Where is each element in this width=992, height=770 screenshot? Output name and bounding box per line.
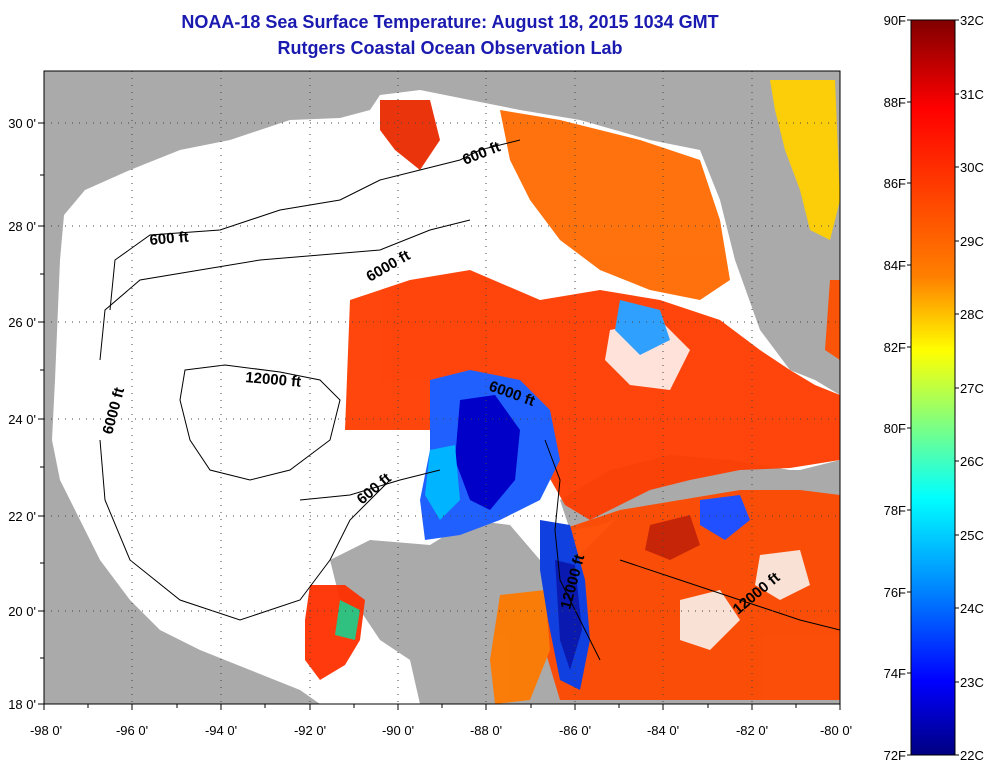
lon-label: -80 0' — [820, 723, 852, 738]
lon-label: -90 0' — [382, 723, 414, 738]
map-grid — [44, 71, 840, 704]
colorbar-gradient — [910, 19, 956, 756]
lat-label: 30 0' — [8, 116, 36, 131]
lat-label: 22 0' — [8, 509, 36, 524]
lat-label: 26 0' — [8, 315, 36, 330]
contour-label: 600 ft — [149, 229, 190, 249]
colorbar-c-label: 30C — [960, 160, 984, 175]
colorbar-f-label: 74F — [884, 666, 906, 681]
colorbar-c-label: 22C — [960, 748, 984, 763]
colorbar-c-label: 27C — [960, 381, 984, 396]
colorbar-c-label: 28C — [960, 307, 984, 322]
map-title: NOAA-18 Sea Surface Temperature: August … — [181, 12, 719, 32]
colorbar-f-label: 82F — [884, 340, 906, 355]
colorbar-f-label: 76F — [884, 585, 906, 600]
lon-label: -88 0' — [470, 723, 502, 738]
lon-label: -82 0' — [736, 723, 768, 738]
colorbar-f-label: 86F — [884, 176, 906, 191]
lat-label: 20 0' — [8, 604, 36, 619]
colorbar-c-label: 29C — [960, 234, 984, 249]
lat-label: 24 0' — [8, 412, 36, 427]
colorbar-f-label: 78F — [884, 503, 906, 518]
lon-label: -98 0' — [30, 723, 62, 738]
colorbar-c-label: 23C — [960, 675, 984, 690]
lon-label: -94 0' — [205, 723, 237, 738]
colorbar-f-label: 80F — [884, 421, 906, 436]
lon-label: -92 0' — [294, 723, 326, 738]
colorbar-f-label: 72F — [884, 748, 906, 763]
colorbar-c-label: 32C — [960, 13, 984, 28]
colorbar-c-label: 26C — [960, 454, 984, 469]
colorbar-f-label: 88F — [884, 95, 906, 110]
axis-ticks — [38, 122, 841, 710]
cool-band — [335, 300, 750, 690]
colorbar-c-label: 25C — [960, 528, 984, 543]
colorbar-c-label: 24C — [960, 601, 984, 616]
map-subtitle: Rutgers Coastal Ocean Observation Lab — [277, 38, 623, 58]
lat-label: 18 0' — [8, 697, 36, 712]
lon-label: -84 0' — [647, 723, 679, 738]
colorbar-f-label: 84F — [884, 258, 906, 273]
lon-label: -96 0' — [116, 723, 148, 738]
bathymetry-contours — [99, 139, 840, 661]
lat-label: 28 0' — [8, 219, 36, 234]
colorbar: 90F 88F 86F 84F 82F 80F 78F 76F 74F 72F … — [884, 13, 984, 763]
lon-label: -86 0' — [559, 723, 591, 738]
colorbar-c-label: 31C — [960, 87, 984, 102]
contour-label: 12000 ft — [245, 369, 302, 391]
colorbar-f-label: 90F — [884, 13, 906, 28]
